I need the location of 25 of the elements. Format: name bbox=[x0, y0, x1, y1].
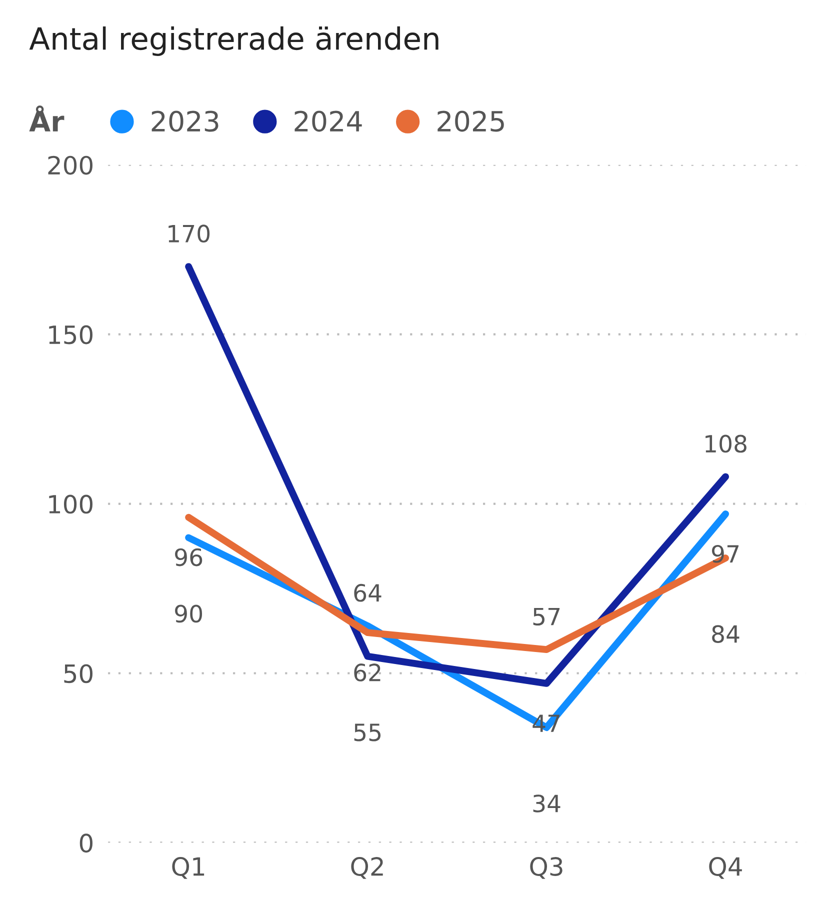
data-label: 57 bbox=[533, 608, 560, 626]
data-label: 170 bbox=[168, 224, 210, 243]
data-label: 96 bbox=[175, 548, 202, 566]
data-label: 64 bbox=[354, 584, 382, 602]
chart-title: Antal registrerade ärenden bbox=[29, 26, 438, 56]
y-tick-label: 150 bbox=[49, 325, 92, 344]
data-label: 62 bbox=[354, 664, 380, 682]
legend-title: År bbox=[29, 106, 64, 132]
legend-label: 2025 bbox=[438, 110, 504, 132]
y-tick-label: 0 bbox=[80, 834, 92, 853]
data-label: 55 bbox=[354, 724, 381, 742]
data-label: 97 bbox=[712, 544, 739, 563]
data-label: 84 bbox=[712, 625, 740, 643]
legend-label: 2024 bbox=[294, 110, 362, 132]
x-tick-label: Q3 bbox=[530, 857, 562, 879]
data-label: 108 bbox=[706, 434, 746, 453]
x-tick-label: Q4 bbox=[709, 857, 742, 879]
data-label: 34 bbox=[533, 794, 560, 812]
x-tick-label: Q1 bbox=[172, 857, 204, 879]
legend-label: 2023 bbox=[152, 110, 218, 132]
y-tick-label: 200 bbox=[48, 156, 92, 175]
data-label: 90 bbox=[175, 604, 202, 623]
x-tick-label: Q2 bbox=[351, 857, 383, 879]
y-tick-label: 50 bbox=[64, 664, 92, 684]
y-tick-label: 100 bbox=[49, 494, 92, 514]
